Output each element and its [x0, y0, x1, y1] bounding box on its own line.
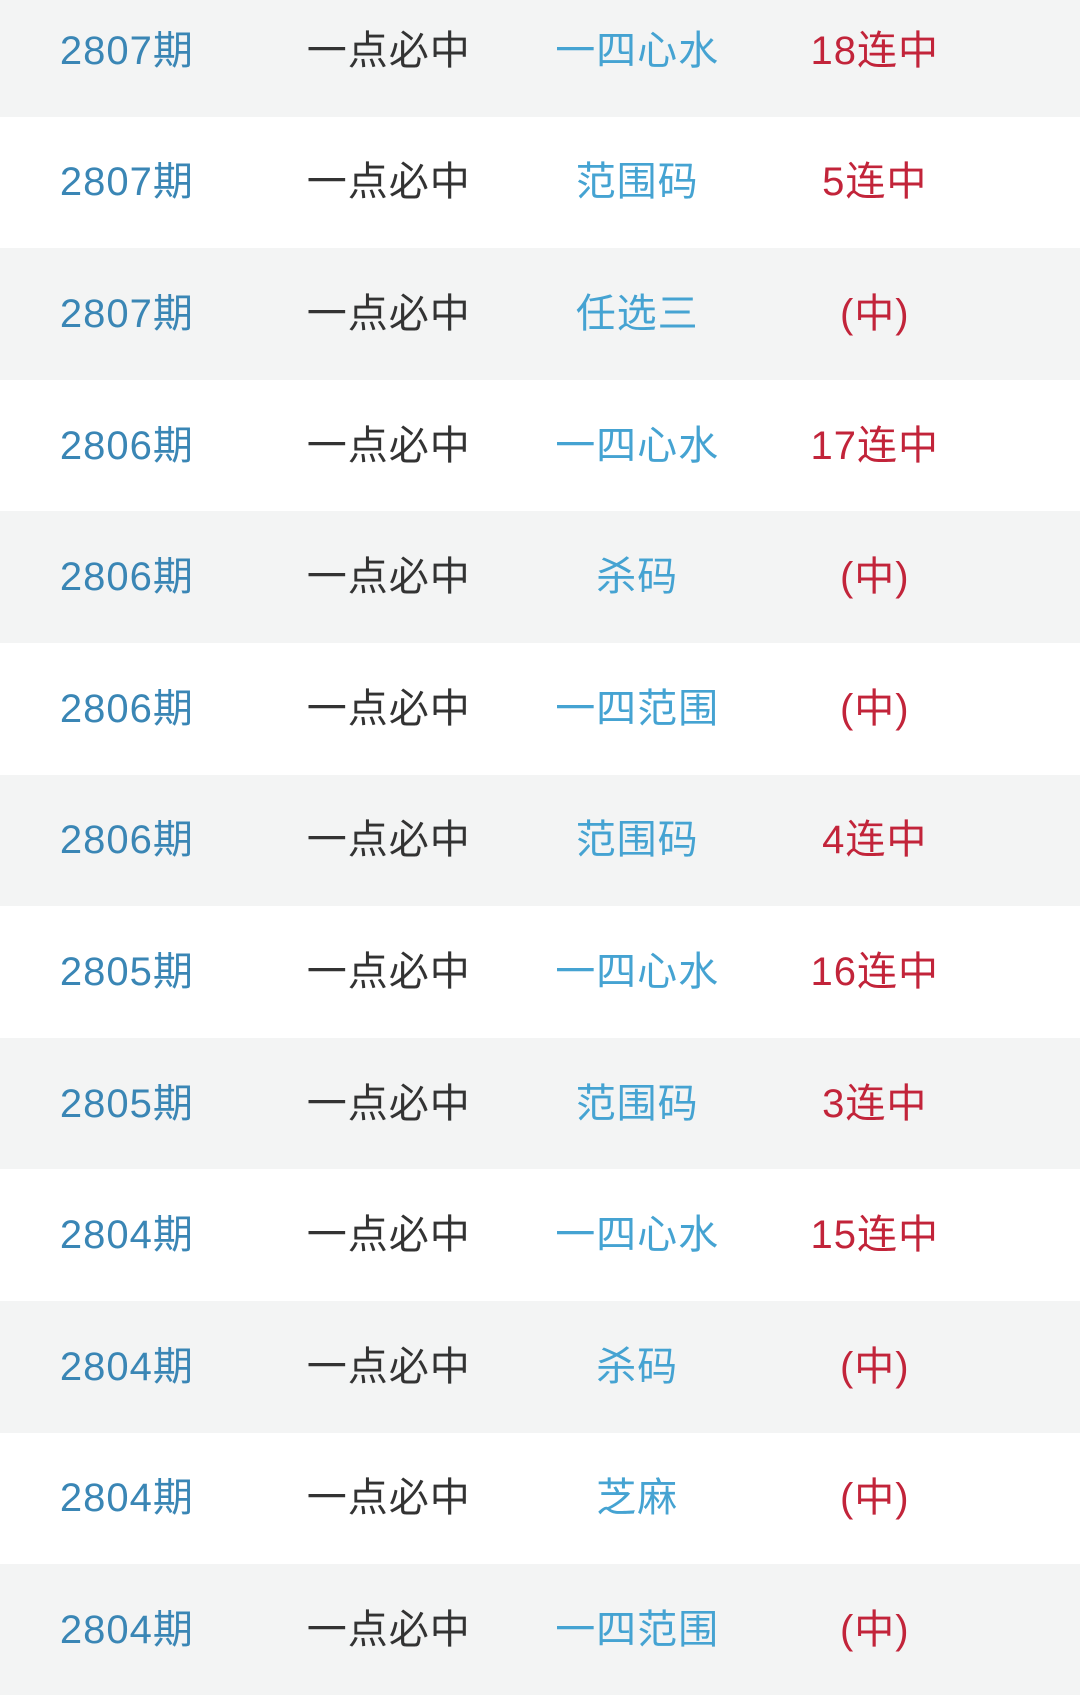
table-row[interactable]: 2806期 一点必中 一四范围 (中) [0, 642, 1080, 775]
period-cell: 2807期 [59, 291, 194, 336]
table-row[interactable]: 2804期 一点必中 一四范围 (中) [0, 1564, 1080, 1695]
period-cell: 2806期 [59, 555, 194, 600]
result-cell: 3连中 [822, 1081, 928, 1126]
result-cell: 17连中 [810, 423, 940, 468]
table-row[interactable]: 2807期 一点必中 范围码 5连中 [0, 116, 1080, 249]
period-cell: 2804期 [59, 1344, 194, 1389]
tip-name-cell: 一点必中 [306, 160, 471, 205]
tip-name-cell: 一点必中 [306, 423, 471, 468]
tip-name-cell: 一点必中 [306, 1213, 471, 1258]
result-cell: (中) [839, 1476, 910, 1521]
table-row[interactable]: 2804期 一点必中 一四心水 15连中 [0, 1169, 1080, 1301]
table-row[interactable]: 2804期 一点必中 芝麻 (中) [0, 1432, 1080, 1565]
result-cell: 15连中 [810, 1213, 940, 1258]
category-cell: 杀码 [596, 1344, 679, 1389]
period-cell: 2806期 [59, 423, 194, 468]
table-row[interactable]: 2804期 一点必中 杀码 (中) [0, 1300, 1080, 1433]
category-cell: 一四心水 [555, 949, 720, 994]
tip-name-cell: 一点必中 [306, 1344, 471, 1389]
tip-name-cell: 一点必中 [306, 291, 471, 336]
tip-name-cell: 一点必中 [306, 1081, 471, 1126]
tip-name-cell: 一点必中 [306, 686, 471, 731]
table-row[interactable]: 2807期 一点必中 一四心水 18连中 [0, 0, 1080, 117]
category-cell: 一四范围 [555, 686, 720, 731]
period-cell: 2807期 [59, 160, 194, 205]
tip-name-cell: 一点必中 [306, 818, 471, 863]
category-cell: 一四心水 [555, 28, 720, 73]
tip-name-cell: 一点必中 [306, 1607, 471, 1652]
table-row[interactable]: 2805期 一点必中 范围码 3连中 [0, 1037, 1080, 1170]
table-row[interactable]: 2806期 一点必中 杀码 (中) [0, 511, 1080, 643]
category-cell: 范围码 [575, 1081, 699, 1126]
period-cell: 2805期 [59, 949, 194, 994]
category-cell: 任选三 [575, 291, 699, 336]
table-row[interactable]: 2806期 一点必中 范围码 4连中 [0, 774, 1080, 907]
period-cell: 2806期 [59, 818, 194, 863]
result-cell: 5连中 [822, 160, 928, 205]
category-cell: 一四范围 [555, 1607, 720, 1652]
result-cell: (中) [839, 1344, 910, 1389]
table-row[interactable]: 2805期 一点必中 一四心水 16连中 [0, 906, 1080, 1038]
period-cell: 2805期 [59, 1081, 194, 1126]
period-cell: 2804期 [59, 1476, 194, 1521]
result-cell: (中) [839, 291, 910, 336]
table-row[interactable]: 2806期 一点必中 一四心水 17连中 [0, 379, 1080, 512]
period-cell: 2806期 [59, 686, 194, 731]
period-cell: 2804期 [59, 1213, 194, 1258]
period-cell: 2804期 [59, 1607, 194, 1652]
tip-name-cell: 一点必中 [306, 1476, 471, 1521]
category-cell: 一四心水 [555, 1213, 720, 1258]
table-row[interactable]: 2807期 一点必中 任选三 (中) [0, 248, 1080, 380]
category-cell: 芝麻 [596, 1476, 679, 1521]
result-cell: (中) [839, 1607, 910, 1652]
category-cell: 杀码 [596, 555, 679, 600]
tip-name-cell: 一点必中 [306, 28, 471, 73]
category-cell: 范围码 [575, 818, 699, 863]
tip-name-cell: 一点必中 [306, 555, 471, 600]
result-cell: 4连中 [822, 818, 928, 863]
tip-name-cell: 一点必中 [306, 949, 471, 994]
result-cell: (中) [839, 555, 910, 600]
result-cell: (中) [839, 686, 910, 731]
result-cell: 16连中 [810, 949, 940, 994]
period-cell: 2807期 [59, 28, 194, 73]
category-cell: 一四心水 [555, 423, 720, 468]
category-cell: 范围码 [575, 160, 699, 205]
result-cell: 18连中 [810, 28, 940, 73]
